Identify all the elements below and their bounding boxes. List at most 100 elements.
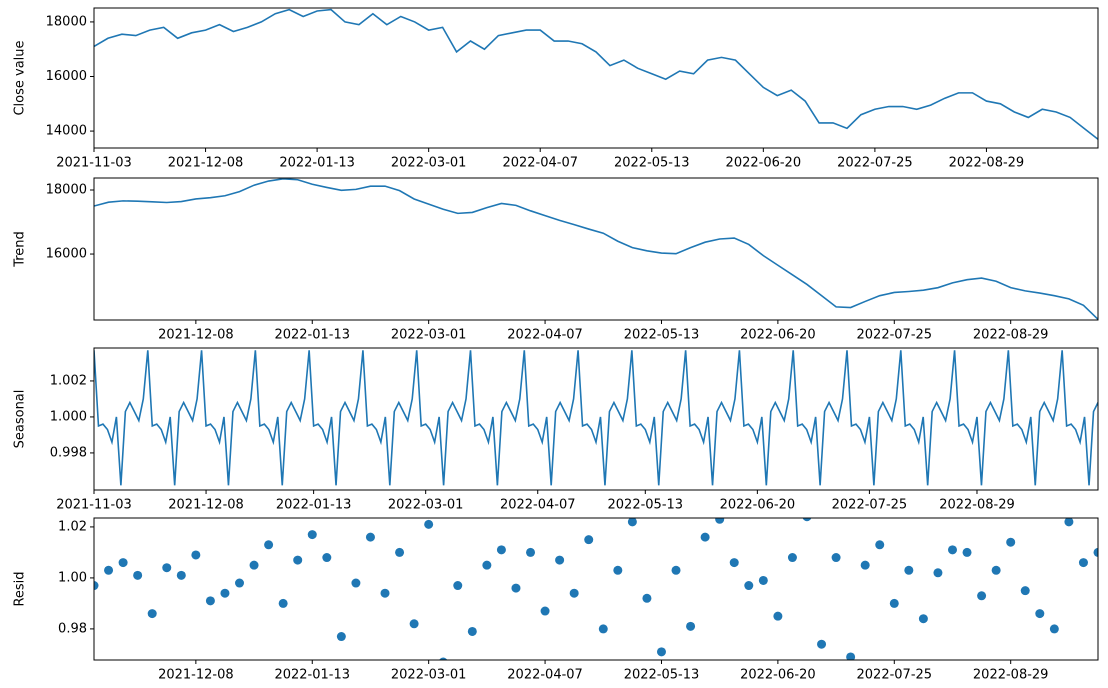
plot-frame [93,177,1099,321]
resid-point [147,609,157,619]
resid-point [715,518,725,524]
x-tick-label: 2022-07-25 [857,328,933,343]
resid-point [598,624,608,634]
x-tick-label: 2022-07-25 [837,156,913,171]
resid-point [569,588,579,598]
y-tick-label: 0.998 [50,445,87,460]
y-tick-label: 18000 [46,183,87,198]
resid-point [380,588,390,598]
resid-point [555,555,565,565]
resid-point [482,560,492,570]
resid-point [511,583,521,593]
x-tick-label: 2021-12-08 [168,156,244,171]
resid-point [104,565,114,575]
x-tick-label: 2022-04-07 [507,328,583,343]
resid-point [365,532,375,542]
x-tick-label: 2022-04-07 [507,668,583,683]
resid-point [540,606,550,616]
x-tick-label: 2022-01-13 [274,328,350,343]
resid-point [235,578,245,588]
resid-point [467,626,477,636]
resid-point [700,532,710,542]
x-tick-label: 2022-08-29 [973,668,1049,683]
resid-point [424,519,434,529]
resid-point [453,581,463,591]
series-line [94,350,1098,486]
resid-point [1006,537,1016,547]
x-tick-label: 2022-08-29 [973,328,1049,343]
resid-point [496,545,506,555]
x-tick-label: 2022-05-13 [624,668,700,683]
resid-point [205,596,215,606]
resid-point [249,560,259,570]
resid-point [817,639,827,649]
plot-frame [93,347,1099,491]
y-tick-label: 14000 [46,124,87,139]
resid-point [758,575,768,585]
x-tick-label: 2022-05-13 [608,498,684,513]
x-tick-label: 2022-03-01 [388,498,464,513]
resid-point [118,558,128,568]
resid-point [1093,547,1098,557]
x-tick-label: 2022-07-25 [832,498,908,513]
x-tick-label: 2022-05-13 [624,328,700,343]
x-tick-label: 2022-08-29 [949,156,1025,171]
resid-point [918,614,928,624]
resid-point [336,632,346,642]
x-tick-label: 2021-12-08 [158,668,234,683]
resid-point [1078,558,1088,568]
y-tick-label: 0.98 [58,621,87,636]
resid-point [787,553,797,563]
resid-point [991,565,1001,575]
resid-point [264,540,274,550]
resid-point [322,553,332,563]
resid-point [875,540,885,550]
y-tick-label: 1.02 [58,519,87,534]
plot-frame [93,7,1099,149]
y-tick-label: 1.002 [50,373,87,388]
resid-point [584,535,594,545]
x-tick-label: 2021-12-08 [168,498,244,513]
y-tick-label: 1.00 [58,570,87,585]
x-tick-label: 2022-03-01 [391,156,467,171]
resid-point [191,550,201,560]
x-tick-label: 2021-11-03 [56,498,132,513]
resid-point [94,581,99,591]
y-tick-label: 18000 [46,14,87,29]
resid-point [409,619,419,629]
x-tick-label: 2022-06-20 [740,668,816,683]
resid-point [133,570,143,580]
resid-point [846,652,856,660]
x-tick-label: 2022-06-20 [720,498,796,513]
resid-point [977,591,987,601]
x-tick-label: 2022-01-13 [276,498,352,513]
resid-point [293,555,303,565]
x-tick-label: 2021-12-08 [158,328,234,343]
resid-point [1020,586,1030,596]
resid-point [439,657,448,660]
resid-point [162,563,172,573]
x-tick-label: 2022-01-13 [274,668,350,683]
resid-point [1064,518,1074,527]
resid-point [889,598,899,608]
x-tick-label: 2022-03-01 [391,668,467,683]
resid-point [1049,624,1059,634]
plot-frame [93,517,1099,661]
resid-point [904,565,914,575]
x-tick-label: 2022-05-13 [614,156,690,171]
x-tick-label: 2022-08-29 [939,498,1015,513]
x-tick-label: 2022-06-20 [726,156,802,171]
resid-point [613,565,623,575]
resid-point [642,593,652,603]
resid-point [729,558,739,568]
resid-point [656,647,666,657]
series-line [94,8,1098,140]
y-axis-label: Close value [13,40,28,115]
x-tick-label: 2022-04-07 [500,498,576,513]
y-axis-label: Trend [13,231,28,268]
resid-point [351,578,361,588]
series-line [94,178,1098,320]
x-tick-label: 2022-06-20 [740,328,816,343]
resid-point [962,547,972,557]
